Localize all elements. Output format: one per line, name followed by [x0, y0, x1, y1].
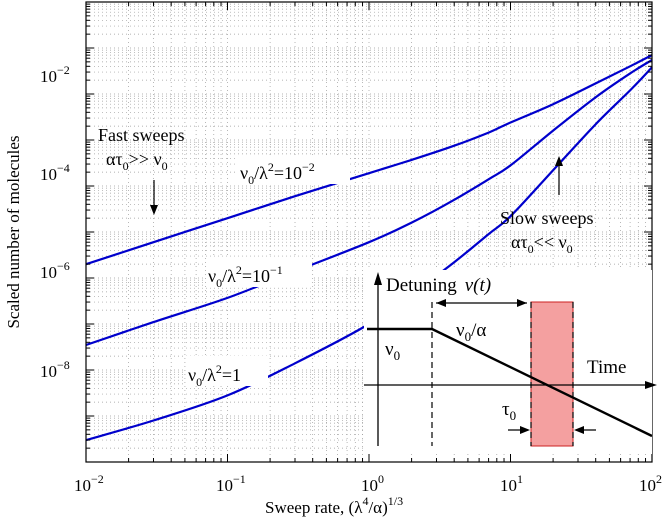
inset-detuning-label: Detuning ν(t) [386, 275, 491, 296]
y-tick-label: 10−8 [40, 358, 70, 381]
series-line-2 [85, 58, 653, 347]
inset-tau-arrowhead-left [520, 426, 530, 434]
inset-background [364, 270, 652, 454]
x-tick-label: 100 [361, 472, 384, 495]
inset-shaded-window [530, 301, 574, 447]
inset-tau-arrowhead-right [574, 426, 584, 434]
fast-sweeps-condition: ατ0>> ν0 [106, 149, 168, 173]
fast-sweeps-label: Fast sweeps [98, 125, 185, 145]
y-tick-label: 10−6 [40, 259, 70, 282]
series-line-3 [85, 66, 653, 442]
inset-span-arrowhead-left [436, 299, 446, 307]
curve-label-bg [206, 257, 312, 287]
curve-labels: ν0/λ2=10−2 ν0/λ2=10−1 ν0/λ2=1 [186, 156, 350, 389]
slow-sweeps-condition: ατ0<< ν0 [511, 232, 573, 256]
slow-sweeps-annotation: Slow sweeps ατ0<< ν0 [500, 156, 594, 256]
x-axis-title: Sweep rate, (λ4/α)1/3 [265, 494, 403, 517]
fast-sweeps-arrowhead [150, 205, 158, 215]
x-tick-label: 10−2 [74, 472, 104, 495]
inset-detuning-line [367, 327, 653, 438]
y-tick-label: 10−4 [40, 161, 70, 184]
slow-sweeps-label: Slow sweeps [500, 208, 594, 228]
inset-nu0-alpha-label: ν0/α [456, 320, 486, 344]
curve-label-bg [238, 156, 350, 184]
x-tick-label: 102 [639, 472, 662, 495]
y-tick-labels: 10−8 10−6 10−4 10−2 [40, 63, 70, 381]
curve-label-bot: ν0/λ2=1 [188, 362, 241, 389]
x-tick-label: 10−1 [216, 472, 246, 495]
series-line-1 [85, 54, 653, 266]
inset-time-label: Time [587, 357, 626, 378]
y-tick-label: 10−2 [40, 63, 70, 86]
inset-time-arrowhead [645, 381, 657, 389]
curve-label-bg [186, 356, 268, 386]
detuning-inset: Detuning ν(t) ν0 ν0/α Time τ0 [364, 270, 657, 454]
inset-span-arrowhead-right [517, 299, 527, 307]
slow-sweeps-arrowhead [555, 156, 563, 166]
y-axis-title: Scaled number of molecules [4, 135, 23, 328]
grid-lines [86, 2, 652, 462]
x-tick-labels: 10−2 10−1 100 101 102 [74, 472, 662, 495]
series-curves [85, 54, 653, 442]
x-tick-label: 101 [500, 472, 523, 495]
inset-y-arrowhead [374, 272, 382, 285]
